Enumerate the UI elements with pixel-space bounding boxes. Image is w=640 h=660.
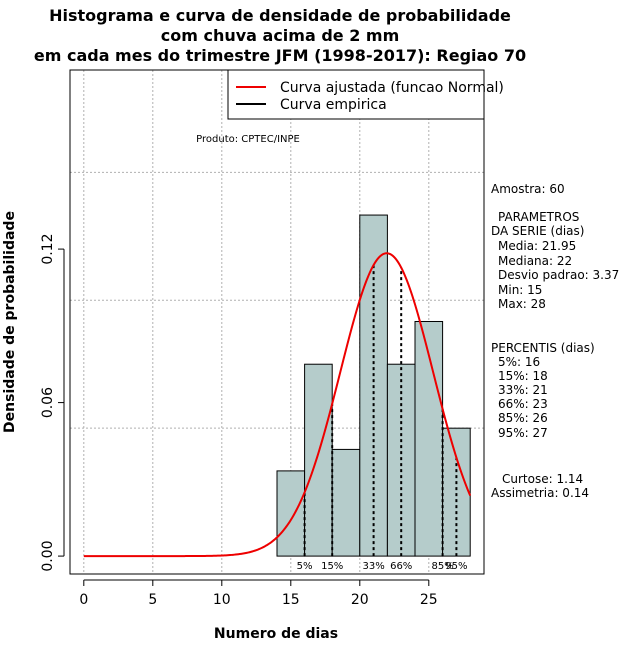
histogram-bar-5 — [414, 320, 444, 557]
stat-amostra: Amostra: 60 — [491, 182, 565, 196]
stat-p33: 33%: 21 — [498, 383, 548, 397]
x-tick-label-2: 10 — [213, 592, 231, 608]
y-axis-label: Densidade de probabilidade — [2, 211, 18, 433]
stat-desvio: Desvio padrao: 3.37 — [498, 268, 620, 282]
legend-label-0: Curva ajustada (funcao Normal) — [280, 80, 504, 96]
normal-fit-curve — [83, 252, 472, 558]
x-tick-label-5: 25 — [420, 592, 438, 608]
stat-curtose: Curtose: 1.14 — [502, 472, 584, 486]
y-tick-label-1: 0.06 — [40, 387, 56, 418]
percentile-label-5: 5% — [297, 561, 313, 572]
percentile-label-85: 85% — [431, 561, 453, 572]
stat-params-header-2: DA SERIE (dias) — [491, 224, 585, 238]
stat-percentis-header: PERCENTIS (dias) — [491, 341, 595, 355]
stat-mediana: Mediana: 22 — [498, 254, 573, 268]
stat-p15: 15%: 18 — [498, 369, 548, 383]
x-tick-label-4: 20 — [351, 592, 369, 608]
x-tick-label-3: 15 — [282, 592, 300, 608]
stat-min: Min: 15 — [498, 283, 543, 297]
x-tick-label-0: 0 — [79, 592, 88, 608]
percentile-label-66: 66% — [390, 561, 412, 572]
legend-label-1: Curva empirica — [280, 97, 387, 113]
legend-box — [227, 69, 485, 120]
stat-max: Max: 28 — [498, 297, 546, 311]
x-axis-label: Numero de dias — [214, 626, 338, 642]
stat-assimetria: Assimetria: 0.14 — [491, 486, 590, 500]
product-label: Produto: CPTEC/INPE — [196, 134, 300, 145]
stat-p95: 95%: 27 — [498, 426, 548, 440]
stat-p66: 66%: 23 — [498, 397, 548, 411]
percentile-label-95: 95% — [445, 561, 467, 572]
stat-media: Media: 21.95 — [498, 239, 577, 253]
histogram-bar-0 — [276, 470, 306, 557]
x-tick-label-1: 5 — [148, 592, 157, 608]
stat-p5: 5%: 16 — [498, 355, 541, 369]
chart-title-line1: Histograma e curva de densidade de proba… — [49, 6, 511, 25]
chart-title-line3: em cada mes do trimestre JFM (1998-2017)… — [33, 46, 527, 65]
chart-title-line2: com chuva acima de 2 mm — [160, 26, 400, 45]
y-tick-label-2: 0.12 — [40, 234, 56, 265]
y-tick-label-0: 0.00 — [40, 541, 56, 572]
histogram-bar-2 — [331, 448, 361, 557]
percentile-label-15: 15% — [321, 561, 343, 572]
stat-params-header-1: PARAMETROS — [498, 210, 580, 224]
stat-p85: 85%: 26 — [498, 411, 548, 425]
percentile-label-33: 33% — [362, 561, 384, 572]
histogram-bar-1 — [304, 363, 333, 557]
